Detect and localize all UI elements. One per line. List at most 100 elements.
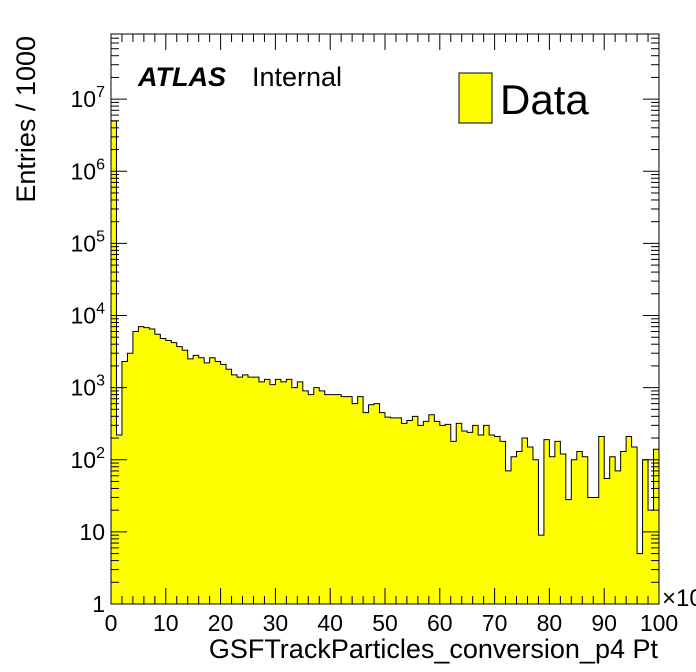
y-tick-label: 106	[71, 156, 106, 184]
histogram-bar	[363, 412, 369, 604]
histogram-bar	[176, 346, 183, 604]
histogram-bar	[330, 394, 337, 604]
histogram-bar	[280, 381, 287, 604]
histogram-bar	[560, 454, 567, 604]
histogram-bar	[319, 390, 326, 604]
histogram-bars	[110, 120, 660, 604]
histogram-bar	[532, 459, 539, 604]
histogram-bar	[165, 340, 172, 604]
histogram-bar	[450, 441, 457, 604]
histogram-bar	[571, 459, 578, 604]
histogram-bar	[428, 414, 435, 604]
histogram-bar	[576, 451, 583, 604]
histogram-bar	[352, 403, 358, 604]
histogram-bar	[527, 447, 534, 604]
x-tick-label: 0	[105, 610, 118, 636]
histogram-bar	[182, 350, 189, 604]
histogram-bar	[406, 420, 413, 604]
histogram-bar	[264, 379, 271, 604]
histogram-bar	[127, 353, 134, 604]
histogram-bar	[620, 451, 627, 604]
histogram-bar	[637, 553, 643, 604]
histogram-bar	[516, 451, 523, 604]
axis-ticks	[110, 33, 660, 605]
x-tick-label: 90	[591, 610, 617, 636]
histogram-bar	[116, 435, 123, 604]
histogram-bar	[653, 449, 660, 604]
x-tick-label: 70	[482, 610, 508, 636]
y-axis-label: Entries / 1000	[11, 36, 41, 203]
histogram-bar	[160, 338, 167, 604]
histogram-bar	[390, 417, 397, 604]
histogram-bar	[554, 441, 561, 604]
histogram-bar	[242, 374, 249, 604]
histogram-bar	[385, 417, 391, 604]
histogram-bar	[132, 331, 139, 604]
histogram-bar	[143, 327, 150, 604]
histogram-bar	[286, 379, 293, 604]
y-tick-label: 105	[71, 228, 106, 256]
histogram-bar	[543, 439, 550, 604]
histogram-bar	[549, 456, 556, 604]
histogram-bar	[220, 364, 227, 604]
histogram-bar	[609, 456, 616, 604]
histogram-bar	[604, 478, 611, 604]
histogram-bar	[357, 396, 364, 604]
histogram-bar	[149, 328, 156, 604]
histogram-bar	[478, 435, 485, 604]
histogram-bar	[193, 355, 200, 604]
histogram-bar	[138, 326, 145, 604]
histogram-bar	[368, 404, 375, 604]
histogram-bar	[121, 361, 128, 604]
histogram-bar	[297, 381, 304, 604]
histogram-bar	[154, 334, 161, 604]
histogram-bar	[237, 377, 243, 604]
histogram-bar	[335, 394, 342, 604]
histogram-bar	[209, 357, 216, 604]
histogram-bar	[417, 425, 424, 604]
histogram-bar	[472, 425, 479, 604]
histogram-bar	[215, 361, 221, 604]
x-tick-label: 60	[427, 610, 453, 636]
histogram-bar	[395, 417, 402, 604]
legend-swatch	[458, 72, 493, 124]
histogram-bar	[494, 436, 501, 604]
histogram-bar	[423, 421, 430, 604]
histogram-bar	[445, 424, 452, 604]
histogram-bar	[467, 432, 474, 604]
histogram-bar	[341, 396, 348, 604]
histogram-bar	[275, 379, 282, 604]
histogram-bar	[456, 423, 463, 604]
histogram-bar	[500, 441, 506, 604]
histogram-bar	[489, 435, 495, 604]
y-tick-label: 1	[92, 591, 105, 617]
y-tick-label: 104	[71, 301, 106, 329]
histogram-bar	[204, 362, 211, 604]
histogram-bar	[379, 412, 386, 604]
histogram-bar	[626, 436, 632, 604]
internal-label: Internal	[252, 62, 342, 92]
tick-labels: 0 10 20 30 40 50 60 70 80 90 100110102103104105106…	[71, 84, 679, 636]
histogram-bar	[374, 403, 380, 604]
histogram-bar	[253, 377, 260, 604]
histogram-bar	[412, 416, 419, 604]
y-tick-label: 107	[71, 84, 106, 112]
histogram-bar	[111, 120, 117, 604]
histogram-bar	[231, 374, 238, 604]
histogram-bar	[593, 497, 600, 604]
histogram-bar	[648, 510, 654, 604]
y-tick-label: 102	[71, 445, 106, 473]
histogram-bar	[269, 384, 276, 604]
histogram-bar	[631, 447, 638, 604]
histogram-bar	[198, 357, 205, 604]
x-tick-label: 100	[640, 610, 678, 636]
legend: Data	[458, 72, 589, 124]
histogram-bar	[258, 381, 265, 604]
y-tick-label: 10	[79, 519, 105, 545]
histogram-bar	[302, 390, 309, 604]
histogram-bar	[461, 431, 468, 604]
histogram-bar	[538, 535, 545, 604]
histogram-bar	[565, 499, 572, 604]
x-multiplier-label: ×10³	[662, 585, 696, 612]
